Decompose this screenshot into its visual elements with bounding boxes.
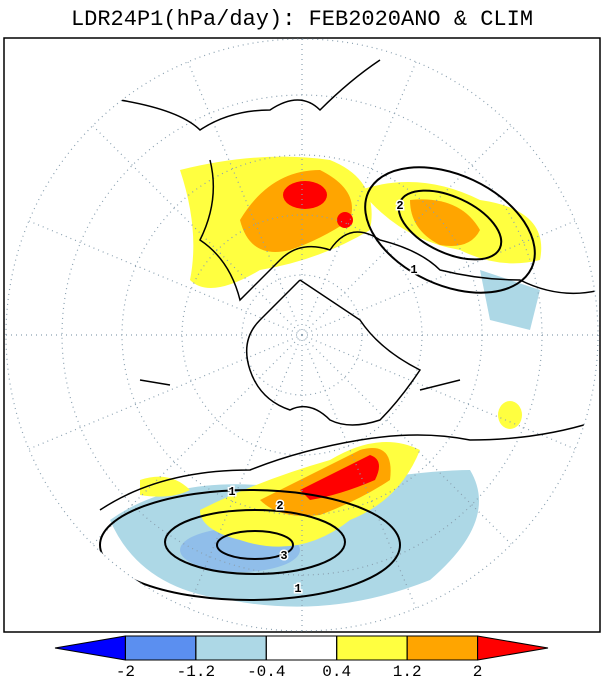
colorbar-segment: [195, 635, 267, 661]
anomaly-positive: [140, 476, 190, 497]
colorbar-segment: [406, 635, 479, 661]
colorbar-segment: [336, 635, 408, 661]
colorbar-tick-label: -0.4: [247, 663, 285, 680]
anomaly-positive: [300, 455, 379, 500]
colorbar-tick-label: -2: [116, 663, 135, 680]
contour-label: 3: [280, 549, 287, 563]
map-field: [6, 39, 598, 631]
anomaly-positive: [410, 199, 480, 246]
colorbar: -2 -1.2 -0.4 0.4 1.2 2: [54, 635, 549, 680]
anomaly-positive: [498, 401, 522, 429]
contour-label: 2: [276, 499, 283, 513]
title: LDR24P1(hPa/day): FEB2020ANO & CLIM: [71, 7, 533, 32]
anomaly-negative: [480, 270, 540, 330]
colorbar-segment: [265, 635, 338, 661]
contour-label: 1: [294, 582, 301, 596]
colorbar-tick-label: 0.4: [322, 663, 351, 680]
contour-label: 1: [228, 485, 235, 499]
colorbar-segment: [124, 635, 197, 661]
graticule: [6, 39, 598, 631]
map-boundary: [5, 38, 599, 632]
contour: [99, 166, 536, 601]
contour-label: 1: [410, 263, 417, 277]
colorbar-segment: [54, 635, 126, 661]
colorbar-tick-label: -1.2: [177, 663, 215, 680]
colorbar-tick-label: 1.2: [393, 663, 422, 680]
colorbar-tick-label: 2: [473, 663, 483, 680]
anomaly-positive: [283, 181, 327, 209]
contour-label: 2: [396, 199, 403, 213]
colorbar-segment: [477, 635, 549, 661]
coastline: [99, 59, 598, 511]
